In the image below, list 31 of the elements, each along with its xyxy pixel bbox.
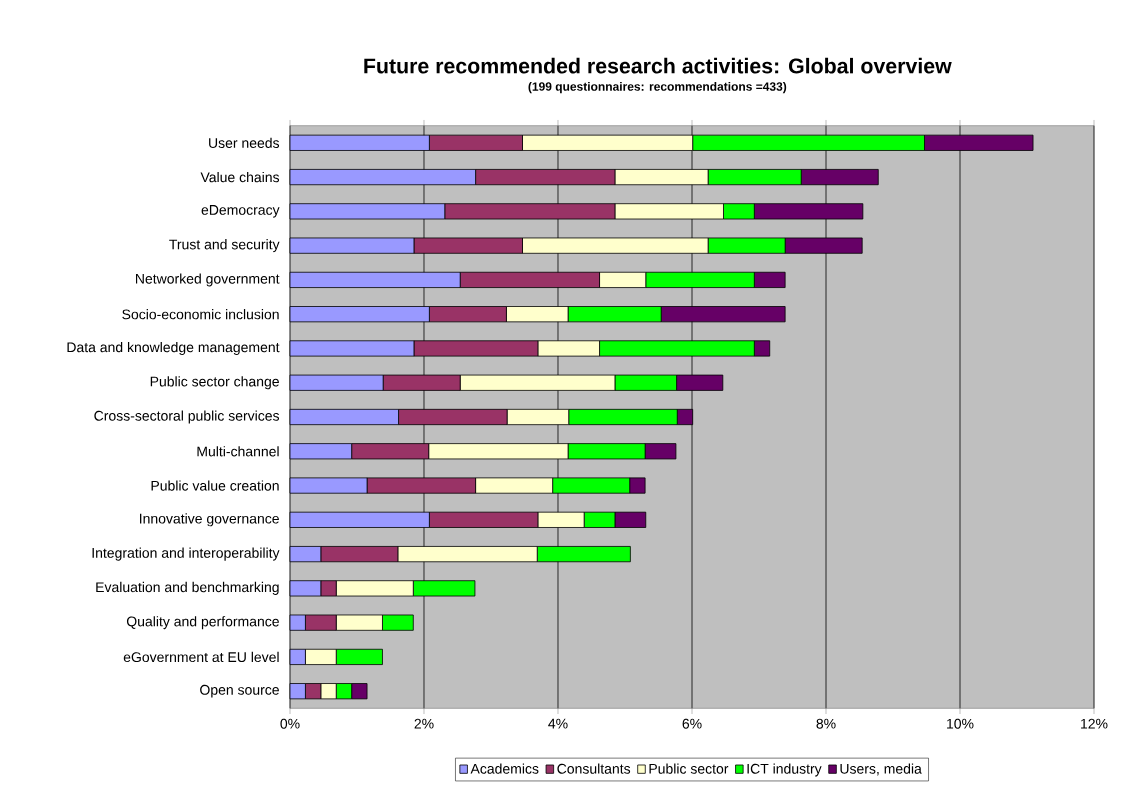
legend-label: Consultants	[557, 763, 631, 774]
y-tick-label: eGovernment at EU level	[123, 651, 279, 662]
y-tick-label: Innovative governance	[140, 513, 279, 527]
y-tick-label: Multi-channel	[197, 445, 279, 457]
y-tick-label: Networked government	[136, 273, 280, 287]
y-tick-label: Trust and security	[169, 238, 280, 252]
legend-label: ICT industry	[747, 763, 822, 777]
y-tick-label: User needs	[209, 137, 280, 148]
x-tick-label: 2%	[414, 718, 434, 729]
x-tick-label: 10%	[947, 718, 974, 729]
x-tick-label: 12%	[1081, 718, 1108, 729]
y-tick-label: Quality and performance	[126, 615, 279, 630]
y-tick-label: Integration and interoperability	[92, 547, 280, 561]
y-tick-label: Public value creation	[151, 480, 279, 491]
x-tick-label: 0%	[280, 718, 300, 729]
x-tick-label: 8%	[816, 718, 836, 729]
y-tick-label: Data and knowledge management	[67, 341, 280, 355]
x-tick-label: 4%	[548, 718, 568, 729]
y-tick-label: Value chains	[200, 171, 280, 183]
legend-label: Public sector	[649, 763, 729, 774]
y-tick-label: Cross-sectoral public services	[94, 410, 280, 424]
y-tick-label: Socio-economic inclusion	[122, 308, 279, 320]
x-tick-label: 6%	[682, 718, 702, 729]
y-tick-label: Public sector change	[150, 376, 279, 390]
y-tick-label: eDemocracy	[201, 204, 280, 218]
chart-subtitle: (199 questionnaires: recommendations =433)	[528, 81, 787, 93]
legend-label: Users, media	[840, 763, 922, 776]
y-tick-label: Evaluation and benchmarking	[96, 581, 279, 595]
chart-title: Future recommended research activities: Global overview	[364, 57, 952, 74]
legend-label: Academics	[470, 763, 539, 774]
y-tick-label: Open source	[200, 684, 279, 698]
